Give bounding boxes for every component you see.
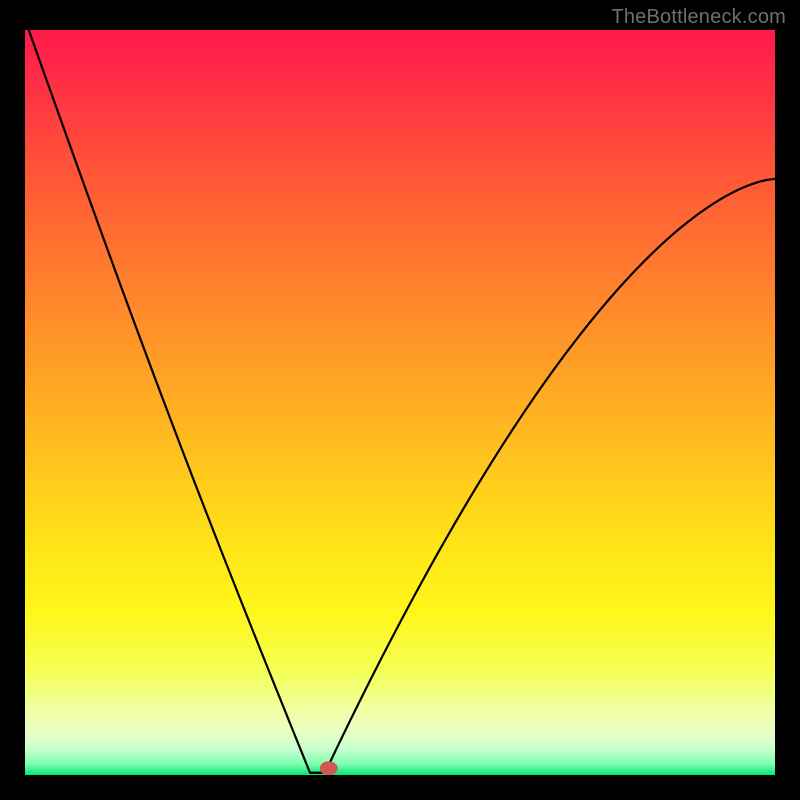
- watermark-text: TheBottleneck.com: [611, 6, 786, 29]
- chart-svg: [25, 30, 775, 775]
- optimal-point-marker: [320, 761, 338, 775]
- chart-background: [25, 30, 775, 775]
- bottleneck-chart: [25, 30, 775, 775]
